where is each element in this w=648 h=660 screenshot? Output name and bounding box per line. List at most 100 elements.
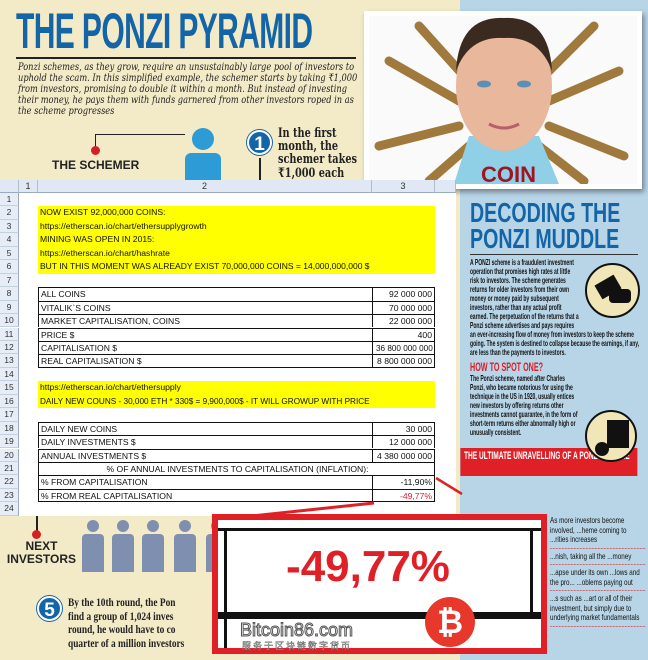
row-number[interactable]: 20 [0,448,19,462]
cell-label[interactable]: https://etherscan.io/chart/ethersupply [38,381,372,395]
spreadsheet-row[interactable]: 22 % FROM CAPITALISATION -11,90% [0,475,456,489]
cell-label[interactable]: DAILY INVESTMENTS $ [38,435,372,449]
row-number[interactable]: 21 [0,462,19,476]
spreadsheet-row[interactable]: 14 [0,367,456,382]
bitcoin-logo-icon: ₿ [425,597,475,647]
cell-label[interactable]: VITALIK`S COINS [38,300,372,314]
spreadsheet-row[interactable]: 5 https://etherscan.io/chart/hashrate [0,246,456,261]
row-number[interactable]: 15 [0,381,19,395]
spreadsheet-row[interactable]: 7 [0,273,456,288]
column-header-4[interactable] [435,180,456,193]
cell-value[interactable]: 400 [372,327,435,341]
row-number[interactable]: 2 [0,206,19,220]
cell-value[interactable] [372,246,435,261]
spreadsheet-row[interactable]: 3 https://etherscan.io/chart/ethersupplyg… [0,219,456,234]
spreadsheet-row[interactable]: 10 MARKET CAPITALISATION, COINS 22 000 000 [0,314,456,328]
cell-label[interactable]: https://etherscan.io/chart/ethersupplygr… [38,219,372,234]
cell-value[interactable]: 4 380 000 000 [372,448,435,462]
spreadsheet-row[interactable]: 18 DAILY NEW COINS 30 000 [0,421,456,436]
spreadsheet-row[interactable]: 13 REAL CAPITALISATION $ 8 800 000 000 [0,354,456,368]
cell-value[interactable]: 30 000 [372,421,435,436]
row-number[interactable]: 4 [0,233,19,247]
row-number[interactable]: 7 [0,273,19,288]
spreadsheet-row[interactable]: 9 VITALIK`S COINS 70 000 000 [0,300,456,314]
row-number[interactable]: 16 [0,394,19,409]
spreadsheet-row[interactable]: 17 [0,408,456,422]
cell-value[interactable]: -49,77% [372,488,435,503]
row-number[interactable]: 1 [0,193,19,207]
cell-label-text: https://etherscan.io/chart/ethersupply [40,382,181,393]
row-number[interactable]: 22 [0,475,19,489]
cell-value[interactable]: 12 000 000 [372,435,435,449]
cell-label[interactable]: DAILY NEW COINS [38,421,372,436]
cell-label[interactable]: PRICE $ [38,327,372,341]
spreadsheet-row[interactable]: 24 [0,502,456,516]
row-number[interactable]: 11 [0,327,19,341]
row-number[interactable]: 3 [0,219,19,234]
spreadsheet-row[interactable]: 12 CAPITALISATION $ 36 800 000 000 [0,340,456,355]
column-header-1[interactable]: 1 [19,180,38,193]
row-number[interactable]: 13 [0,354,19,368]
cell-value[interactable] [372,206,435,220]
cell-label[interactable]: NOW EXIST 92,000,000 COINS: [38,206,372,220]
row-number[interactable]: 24 [0,502,19,516]
cell-value[interactable] [372,394,435,409]
row-number[interactable]: 9 [0,300,19,314]
next-investors-label: NEXT INVESTORS [6,539,77,566]
schemer-label: THE SCHEMER [52,158,140,172]
cell-value[interactable]: 8 800 000 000 [372,354,435,368]
cell-label[interactable]: CAPITALISATION $ [38,340,372,355]
cell-label[interactable]: ALL COINS [38,287,372,301]
spreadsheet-row[interactable]: 16 DAILY NEW COUNS - 30,000 ETH * 330$ = … [0,394,456,409]
select-all-corner[interactable] [0,180,19,193]
spreadsheet-row[interactable]: 15 https://etherscan.io/chart/ethersupply [0,381,456,395]
row-number[interactable]: 5 [0,246,19,261]
spreadsheet-row[interactable]: 8 ALL COINS 92 000 000 [0,287,456,301]
connector-line [95,134,185,150]
cell-label[interactable]: BUT IN THIS MOMENT WAS ALREADY EXIST 70,… [38,260,372,274]
spreadsheet-row[interactable]: 1 [0,193,456,207]
cell-value[interactable]: -11,90% [372,475,435,489]
cell-value[interactable] [372,233,435,247]
cell-value[interactable]: 36 800 000 000 [372,340,435,355]
cell-label[interactable]: https://etherscan.io/chart/hashrate [38,246,372,261]
cell-label[interactable]: MARKET CAPITALISATION, COINS [38,314,372,328]
row-number[interactable]: 6 [0,260,19,274]
row-number[interactable]: 23 [0,488,19,503]
cell-label[interactable]: DAILY NEW COUNS - 30,000 ETH * 330$ = 9,… [38,394,372,409]
cell-label[interactable]: % FROM REAL CAPITALISATION [38,488,372,503]
cell-label[interactable]: % FROM CAPITALISATION [38,475,372,489]
column-header-2[interactable]: 2 [38,180,372,193]
row-number[interactable]: 18 [0,421,19,436]
cell-label[interactable]: ANNUAL INVESTMENTS $ [38,448,372,462]
row-number[interactable]: 19 [0,435,19,449]
row-number[interactable]: 17 [0,408,19,422]
spreadsheet-row[interactable]: 23 % FROM REAL CAPITALISATION -49,77% [0,488,456,503]
cell-value[interactable] [372,260,435,274]
cell-label[interactable]: REAL CAPITALISATION $ [38,354,372,368]
spreadsheet-row[interactable]: 4 MINING WAS OPEN IN 2015: [0,233,456,247]
cell-value[interactable]: 70 000 000 [372,300,435,314]
spreadsheet-row[interactable]: 21 % OF ANNUAL INVESTMENTS TO CAPITALISAT… [0,462,456,476]
spreadsheet-row[interactable]: 11 PRICE $ 400 [0,327,456,341]
cell-label[interactable]: MINING WAS OPEN IN 2015: [38,233,372,247]
investor-person-icon [142,520,164,572]
cell-value[interactable]: 92 000 000 [372,287,435,301]
cell-label-text: PRICE $ [41,329,75,340]
row-number[interactable]: 8 [0,287,19,301]
cell-label[interactable]: % OF ANNUAL INVESTMENTS TO CAPITALISATIO… [38,462,435,476]
spreadsheet-row[interactable]: 19 DAILY INVESTMENTS $ 12 000 000 [0,435,456,449]
spreadsheet-row[interactable]: 20 ANNUAL INVESTMENTS $ 4 380 000 000 [0,448,456,462]
cell-value[interactable]: 22 000 000 [372,314,435,328]
row-number[interactable]: 10 [0,314,19,328]
cell-value[interactable] [372,381,435,395]
cell-value[interactable] [372,219,435,234]
column-header-3[interactable]: 3 [372,180,435,193]
spreadsheet-row[interactable]: 2 NOW EXIST 92,000,000 COINS: [0,206,456,220]
spreadsheet[interactable]: 1 2 3 1 2 NOW EXIST 92,000,000 COINS: 3 http… [0,180,456,516]
spreadsheet-row[interactable]: 6 BUT IN THIS MOMENT WAS ALREADY EXIST 70… [0,260,456,274]
row-number[interactable]: 12 [0,340,19,355]
investor-person-icon [112,520,134,572]
row-number[interactable]: 14 [0,367,19,382]
schemer-person-icon [183,128,223,183]
